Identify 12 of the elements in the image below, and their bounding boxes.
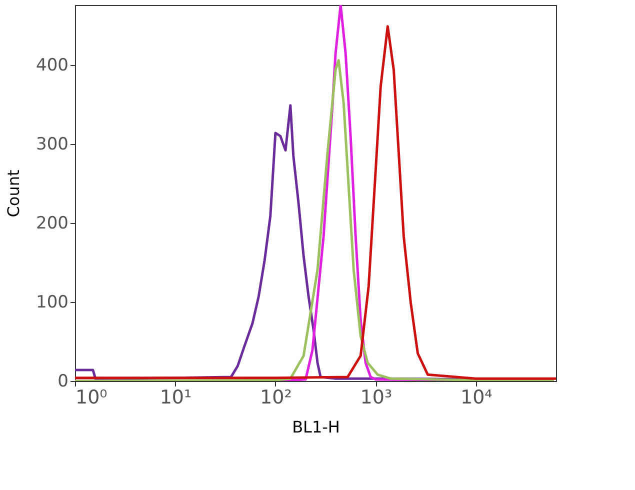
y-tick-label: 0 — [58, 372, 68, 392]
x-axis-title: BL1-H — [292, 418, 340, 436]
y-tick-label: 200 — [36, 214, 68, 234]
y-axis-title: Count — [4, 170, 24, 218]
y-tick-label: 100 — [36, 292, 68, 313]
y-tick-label: 400 — [36, 56, 68, 76]
x-tick-label: 10¹ — [160, 386, 192, 408]
x-tick-label: 10⁴ — [460, 386, 493, 408]
x-tick-label: 10³ — [360, 386, 392, 408]
y-tick-label: 300 — [36, 134, 68, 155]
x-tick-label: 10² — [260, 386, 292, 408]
x-tick-label: 10⁰ — [76, 386, 108, 408]
